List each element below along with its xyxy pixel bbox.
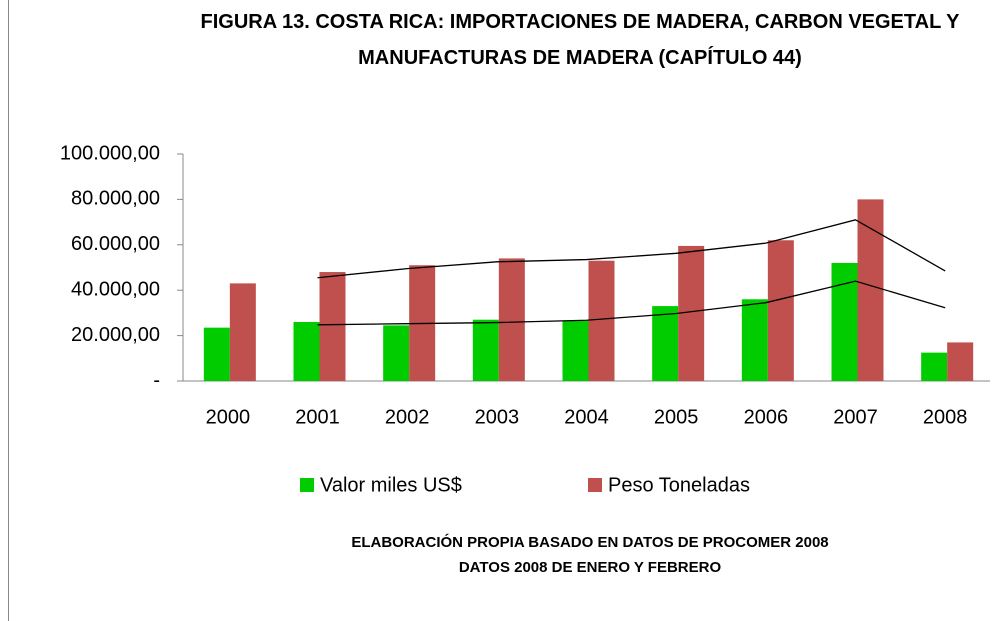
legend-label: Peso Toneladas (608, 474, 750, 496)
bar (678, 245, 705, 381)
bar (767, 240, 794, 381)
x-tick-label: 2002 (385, 406, 430, 428)
trend-line (317, 219, 946, 279)
y-tick-label: 40.000,00 (71, 278, 160, 300)
bar (229, 283, 256, 381)
x-tick-label: 2006 (744, 406, 789, 428)
bar (203, 327, 230, 381)
bar (831, 262, 858, 381)
legend-label: Valor miles US$ (320, 474, 462, 496)
bar (741, 299, 768, 381)
y-tick-label: 20.000,00 (71, 324, 160, 346)
trend-line (317, 280, 946, 326)
x-tick-label: 2007 (833, 406, 878, 428)
bar (562, 320, 589, 381)
y-tick-label: 100.000,00 (60, 142, 160, 164)
x-tick-label: 2003 (475, 406, 520, 428)
y-tick-label: - (153, 369, 160, 391)
bar (472, 319, 499, 381)
chart-title: FIGURA 13. COSTA RICA: IMPORTACIONES DE … (200, 11, 960, 69)
bar (293, 321, 320, 381)
y-tick-label: 60.000,00 (71, 233, 160, 255)
y-tick-label: 80.000,00 (71, 188, 160, 210)
bar (857, 199, 884, 381)
bar (498, 258, 525, 381)
bar (383, 325, 410, 381)
bar (652, 306, 679, 381)
bar (921, 352, 948, 381)
note: DATOS 2008 DE ENERO Y FEBRERO (459, 559, 722, 576)
bar (588, 260, 615, 381)
x-tick-label: 2008 (923, 406, 968, 428)
bar (319, 272, 346, 381)
note: ELABORACIÓN PROPIA BASADO EN DATOS DE PR… (351, 533, 828, 551)
x-tick-label: 2004 (564, 406, 609, 428)
bar (947, 342, 974, 381)
legend-swatch (588, 478, 602, 492)
x-tick-label: 2001 (295, 406, 340, 428)
x-tick-label: 2000 (206, 406, 251, 428)
legend-swatch (300, 478, 314, 492)
x-tick-label: 2005 (654, 406, 699, 428)
